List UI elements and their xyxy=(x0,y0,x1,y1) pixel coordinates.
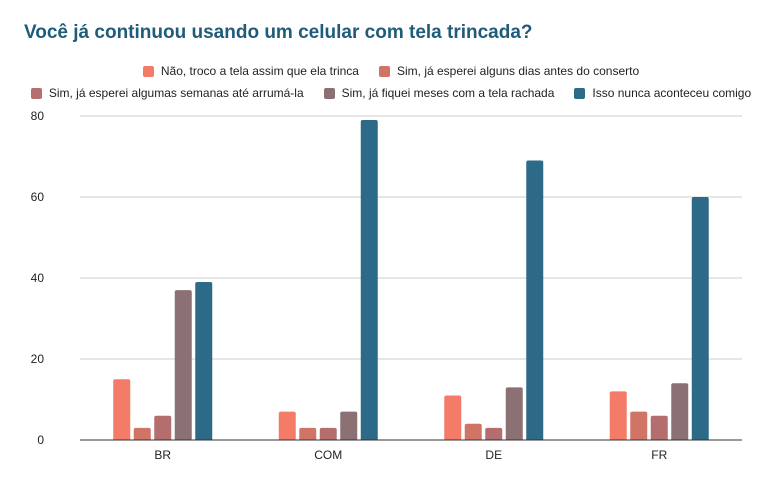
bar xyxy=(650,415,668,440)
legend-label: Não, troco a tela assim que ela trinca xyxy=(160,64,359,78)
bar xyxy=(340,411,358,440)
legend-item: Não, troco a tela assim que ela trinca xyxy=(142,64,359,78)
bar xyxy=(113,379,131,440)
legend-swatch xyxy=(30,87,42,99)
legend-swatch xyxy=(323,87,335,99)
bar xyxy=(630,411,648,440)
bar xyxy=(464,423,482,440)
bar xyxy=(195,282,213,440)
legend-item: Sim, já fiquei meses com a tela rachada xyxy=(323,86,555,100)
x-tick-label: BR xyxy=(154,448,171,462)
legend-swatch xyxy=(574,87,586,99)
legend-label: Sim, já fiquei meses com a tela rachada xyxy=(341,86,555,100)
bar xyxy=(671,383,689,440)
bar xyxy=(319,427,337,440)
y-tick-label: 60 xyxy=(31,190,45,204)
legend: Não, troco a tela assim que ela trinca S… xyxy=(0,60,782,104)
bar xyxy=(444,395,462,440)
legend-row-2: Sim, já esperei algumas semanas até arru… xyxy=(0,82,782,104)
legend-item: Sim, já esperei algumas semanas até arru… xyxy=(30,86,304,100)
legend-item: Isso nunca aconteceu comigo xyxy=(574,86,751,100)
legend-item: Sim, já esperei alguns dias antes do con… xyxy=(378,64,640,78)
legend-swatch xyxy=(142,65,154,77)
legend-swatch xyxy=(378,65,390,77)
bar xyxy=(133,427,151,440)
legend-label: Sim, já esperei algumas semanas até arru… xyxy=(48,86,304,100)
bar xyxy=(360,120,378,441)
y-tick-label: 40 xyxy=(31,271,45,285)
bar xyxy=(485,427,503,440)
legend-label: Sim, já esperei alguns dias antes do con… xyxy=(396,64,640,78)
bar xyxy=(609,391,627,440)
y-tick-label: 80 xyxy=(31,109,45,123)
bar xyxy=(278,411,296,440)
x-tick-label: FR xyxy=(651,448,667,462)
y-tick-label: 20 xyxy=(31,352,45,366)
bar xyxy=(299,427,317,440)
x-tick-label: DE xyxy=(485,448,502,462)
bar xyxy=(174,290,192,440)
legend-row-1: Não, troco a tela assim que ela trinca S… xyxy=(0,60,782,82)
bar xyxy=(526,160,544,441)
bar xyxy=(691,197,709,440)
y-tick-label: 0 xyxy=(37,433,44,447)
bar xyxy=(154,415,172,440)
x-tick-label: COM xyxy=(314,448,342,462)
bar xyxy=(505,387,523,440)
legend-label: Isso nunca aconteceu comigo xyxy=(592,86,752,100)
chart-title: Você já continuou usando um celular com … xyxy=(24,22,533,43)
